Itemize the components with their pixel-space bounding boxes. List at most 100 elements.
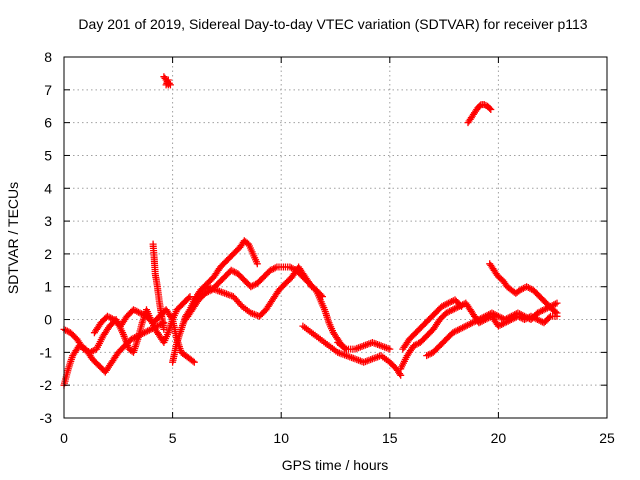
data-point (494, 322, 502, 330)
series-track-i (334, 339, 394, 353)
data-point (186, 293, 194, 301)
data-point (540, 306, 548, 314)
series-track-m (486, 260, 561, 317)
data-point (470, 318, 478, 326)
data-point (477, 315, 484, 323)
data-point (424, 351, 432, 359)
y-tick-label: 6 (44, 115, 52, 131)
data-point (516, 286, 524, 294)
data-point (189, 357, 197, 365)
data-point (248, 282, 256, 290)
data-point (288, 264, 295, 272)
data-point (81, 346, 89, 354)
series-track-g (190, 263, 350, 353)
data-point (446, 298, 454, 306)
data-point (509, 311, 517, 319)
data-point (160, 325, 168, 333)
data-point (460, 323, 468, 331)
data-points (60, 73, 561, 389)
data-point (253, 260, 261, 268)
x-tick-label: 15 (382, 430, 398, 446)
x-axis-label: GPS time / hours (282, 457, 389, 473)
data-point (478, 314, 486, 322)
data-point (475, 316, 483, 323)
series-arc-6 (464, 101, 495, 127)
data-point (231, 268, 238, 276)
data-point (516, 310, 524, 318)
data-point (107, 314, 115, 322)
data-point (488, 309, 496, 317)
y-axis-label: SDTVAR / TECUs (5, 182, 21, 294)
plot-frame (63, 56, 608, 419)
data-point (105, 313, 113, 321)
series-track-a (60, 319, 168, 389)
y-tick-label: -2 (40, 377, 53, 393)
data-point (190, 358, 198, 366)
data-point (553, 309, 561, 317)
data-point (487, 106, 495, 113)
data-point (164, 78, 171, 86)
data-point (480, 101, 488, 109)
data-point (498, 314, 506, 322)
data-point (410, 342, 418, 350)
data-point (467, 320, 475, 328)
x-tick-label: 5 (169, 430, 177, 446)
y-tick-label: 8 (44, 49, 52, 65)
x-tick-label: 10 (273, 430, 289, 446)
grid-lines (64, 57, 607, 418)
data-point (396, 370, 404, 378)
data-point (455, 325, 463, 333)
data-point (462, 322, 470, 330)
data-point (545, 314, 553, 322)
data-point (553, 299, 561, 307)
data-point (268, 266, 276, 273)
y-tick-label: 2 (44, 246, 52, 262)
data-point (426, 350, 434, 358)
data-point (486, 104, 494, 112)
data-point (490, 310, 497, 318)
y-tick-label: 1 (44, 279, 52, 295)
data-point (449, 306, 457, 314)
series-track-e (169, 237, 261, 366)
data-point (440, 302, 448, 310)
x-tick-label: 25 (599, 430, 615, 446)
axis-ticks: 0 5 10 15 20 25 -3 -2 -1 0 1 2 3 4 5 6 7 8 (40, 49, 615, 446)
data-point (397, 371, 405, 379)
data-point (168, 314, 175, 322)
data-point (89, 347, 97, 355)
data-point (501, 316, 509, 323)
chart-title: Day 201 of 2019, Sidereal Day-to-day VTE… (78, 16, 587, 32)
data-point (454, 326, 462, 334)
data-point (164, 76, 172, 84)
y-tick-label: -3 (40, 410, 53, 426)
data-point (88, 348, 96, 355)
data-point (456, 301, 464, 309)
y-tick-label: -1 (40, 344, 53, 360)
series-track-c (90, 306, 198, 366)
x-tick-label: 0 (60, 430, 68, 446)
data-point (134, 308, 142, 316)
y-tick-label: 7 (44, 82, 52, 98)
series-track-l (423, 299, 561, 360)
y-tick-label: 0 (44, 312, 52, 328)
series-track-h (299, 322, 405, 379)
data-point (552, 308, 560, 316)
y-tick-label: 3 (44, 213, 52, 229)
data-point (130, 306, 137, 314)
series-cluster-7 (160, 73, 174, 89)
data-point (458, 302, 465, 310)
data-point (494, 312, 502, 320)
data-point (504, 314, 512, 322)
data-point (551, 300, 559, 308)
y-tick-label: 4 (44, 180, 52, 196)
data-point (511, 311, 519, 319)
data-point (162, 81, 170, 89)
series-track-k (399, 296, 465, 353)
series-track-d (149, 240, 168, 333)
x-tick-label: 20 (491, 430, 507, 446)
data-point (526, 284, 534, 292)
data-point (129, 334, 137, 342)
data-point (522, 313, 530, 321)
y-tick-label: 5 (44, 147, 52, 163)
